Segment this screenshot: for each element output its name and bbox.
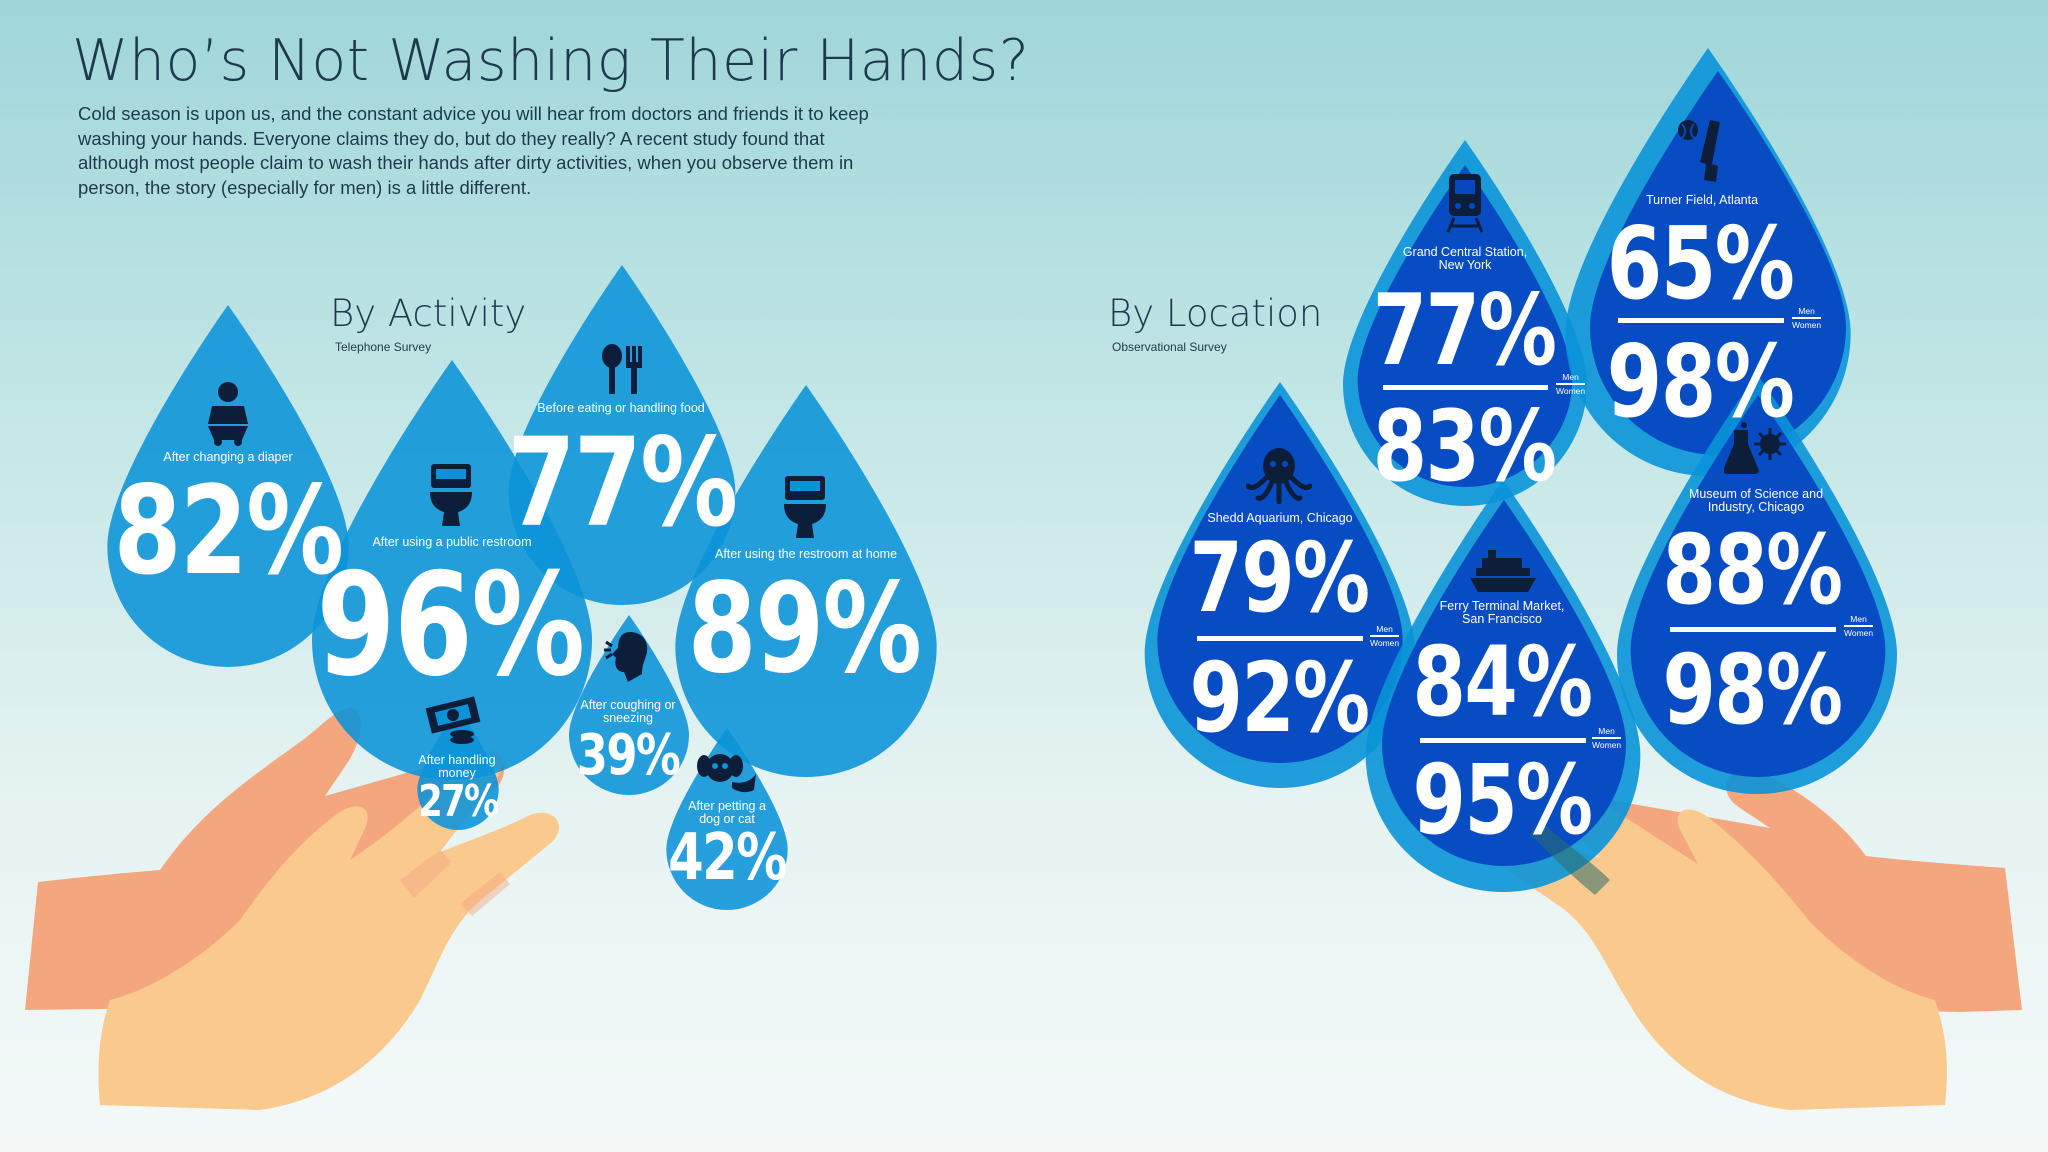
by-activity-heading: By Activity [330,292,527,335]
baby-icon [208,382,248,446]
men-women-key-museum: Men Women [1844,614,1874,638]
toilet-icon [430,464,472,526]
divider-ferry-terminal [1420,738,1586,743]
activity-value-public-restroom: 96% [316,543,585,708]
location-men-turner-field: 65% [1606,205,1795,322]
sneeze-head-icon [604,632,648,682]
location-men-ferry-terminal: 84% [1412,626,1593,738]
location-label-grand-central: Grand Central Station, New York [1402,245,1528,272]
activity-label-coughing: After coughing or sneezing [580,698,676,725]
octopus-icon [1246,448,1312,504]
location-men-grand-central: 77% [1372,274,1557,388]
location-label-museum: Museum of Science and Industry, Chicago [1688,487,1824,514]
men-women-key-ferry-terminal: Men Women [1592,726,1622,750]
location-label-ferry-terminal: Ferry Terminal Market, San Francisco [1439,599,1565,626]
location-label-shedd-aquarium: Shedd Aquarium, Chicago [1207,511,1353,525]
right-hands-illustration [1475,769,2022,1110]
location-men-museum: 88% [1662,514,1843,626]
right-front-hand [1475,774,1947,1110]
baseball-bat-icon [1678,120,1720,182]
activity-value-diaper: 82% [113,460,344,602]
activity-value-money: 27% [418,776,499,827]
activity-label-diaper: After changing a diaper [163,450,293,464]
by-activity-subheading: Telephone Survey [335,340,432,354]
train-icon [1446,174,1484,233]
location-women-turner-field: 98% [1606,323,1795,440]
activity-label-food: Before eating or handling food [537,401,705,415]
men-women-key-turner-field: Men Women [1792,306,1822,330]
by-location-heading: By Location [1108,292,1323,335]
location-label-turner-field: Turner Field, Atlanta [1645,193,1759,207]
dog-icon [697,754,756,793]
divider-turner-field [1618,318,1784,323]
toilet-home-icon [784,476,826,538]
activity-label-pet: After petting a dog or cat [688,799,766,826]
activity-label-public-restroom: After using a public restroom [372,535,532,549]
left-finger-highlights [400,850,510,916]
divider-grand-central [1383,385,1548,390]
location-women-museum: 98% [1662,634,1843,746]
men-women-key-shedd-aquarium: Men Women [1370,624,1400,648]
activity-value-coughing: 39% [576,723,681,788]
intro-paragraph: Cold season is upon us, and the constant… [78,103,869,198]
science-flask-icon [1724,422,1786,474]
location-women-grand-central: 83% [1372,390,1557,504]
divider-shedd-aquarium [1197,636,1363,641]
activity-label-money: After handling money [418,753,496,780]
men-women-key-grand-central: Men Women [1556,372,1586,396]
divider-museum [1670,627,1836,632]
left-front-hand [98,750,560,1110]
activity-value-home-restroom: 89% [687,557,922,701]
left-hands-illustration [25,707,560,1110]
activity-value-food: 77% [507,412,738,554]
page-title: Who’s Not Washing Their Hands? [72,28,1030,94]
activity-value-pet: 42% [668,821,787,895]
money-icon [425,696,481,744]
fork-spoon-icon [602,344,642,394]
activity-label-home-restroom: After using the restroom at home [714,547,898,561]
location-women-shedd-aquarium: 92% [1189,642,1370,754]
by-location-subheading: Observational Survey [1112,340,1227,354]
right-thumb [1530,820,1610,895]
location-women-ferry-terminal: 95% [1412,744,1593,856]
ferry-icon [1470,550,1536,592]
location-men-shedd-aquarium: 79% [1189,522,1370,634]
left-back-hand [25,707,505,1010]
